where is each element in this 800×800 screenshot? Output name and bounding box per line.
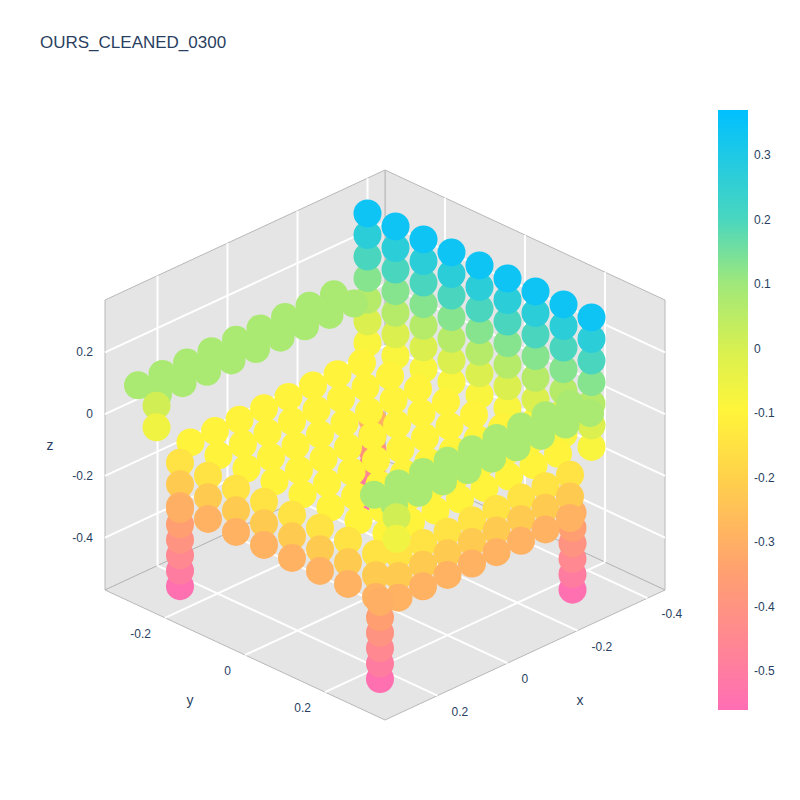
svg-text:0: 0 bbox=[86, 407, 93, 421]
svg-text:-0.3: -0.3 bbox=[754, 535, 775, 549]
svg-text:-0.5: -0.5 bbox=[754, 664, 775, 678]
svg-text:x: x bbox=[577, 692, 584, 708]
svg-text:0.2: 0.2 bbox=[294, 701, 311, 715]
svg-text:-0.2: -0.2 bbox=[592, 640, 613, 654]
html-text:OURS_CLEANED_0300: OURS_CLEANED_0300 bbox=[40, 33, 227, 52]
svg-text:y: y bbox=[187, 692, 194, 708]
svg-text:-0.4: -0.4 bbox=[754, 600, 775, 614]
svg-text:0: 0 bbox=[522, 672, 529, 686]
svg-text:0: 0 bbox=[224, 664, 231, 678]
svg-text:-0.1: -0.1 bbox=[754, 406, 775, 420]
svg-text:0.3: 0.3 bbox=[754, 148, 771, 162]
svg-text:-0.2: -0.2 bbox=[130, 627, 151, 641]
svg-text:0.1: 0.1 bbox=[754, 277, 771, 291]
svg-text:-0.2: -0.2 bbox=[72, 469, 93, 483]
svg-text:-0.4: -0.4 bbox=[662, 607, 683, 621]
svg-text:-0.4: -0.4 bbox=[72, 531, 93, 545]
svg-text:0.2: 0.2 bbox=[76, 345, 93, 359]
svg-text:0.2: 0.2 bbox=[754, 213, 771, 227]
svg-text:0.2: 0.2 bbox=[452, 705, 469, 719]
svg-text:0: 0 bbox=[754, 342, 761, 356]
svg-text:-0.2: -0.2 bbox=[754, 471, 775, 485]
svg-text:z: z bbox=[47, 437, 54, 453]
